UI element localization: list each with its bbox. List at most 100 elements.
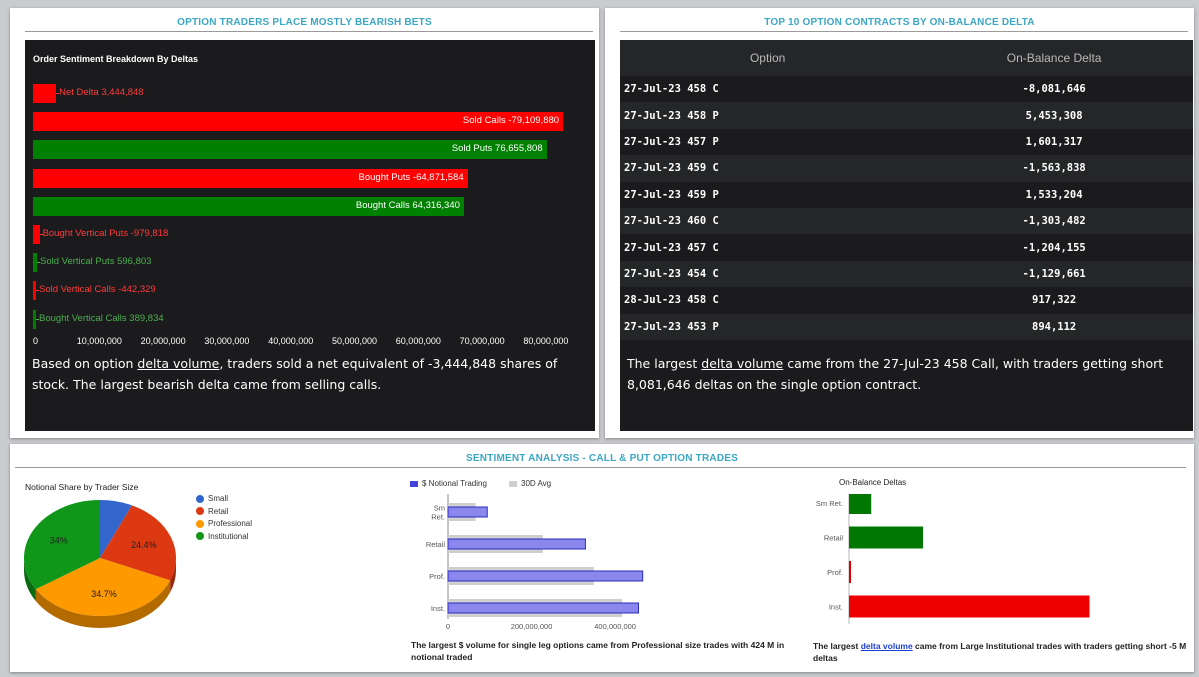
- table-row[interactable]: 27-Jul-23 459 P 1,533,204: [620, 181, 1193, 208]
- x-tick-label: 30,000,000: [204, 336, 250, 346]
- pie-slice[interactable]: [100, 505, 176, 581]
- pie-slice-label: 34.7%: [91, 589, 117, 599]
- chart-caption: Based on option delta volume, traders so…: [32, 353, 587, 395]
- legend-dot: [196, 532, 204, 541]
- panel-title: SENTIMENT ANALYSIS - CALL & PUT OPTION T…: [466, 453, 738, 464]
- legend-label: Small: [208, 494, 229, 503]
- pie-slice-side: [24, 558, 36, 602]
- bar[interactable]: [33, 253, 37, 273]
- table-row[interactable]: 28-Jul-23 458 C 917,322: [620, 287, 1193, 314]
- table-row[interactable]: 27-Jul-23 457 P 1,601,317: [620, 128, 1193, 156]
- footer-text: came from Large Institutional trades wit…: [813, 641, 1187, 663]
- bar-notional[interactable]: [447, 570, 644, 582]
- bar[interactable]: [33, 112, 564, 132]
- footer-text: The largest: [813, 641, 861, 651]
- x-tick-label: 0: [33, 336, 39, 346]
- cell-delta: 5,453,308: [915, 102, 1193, 129]
- cell-delta: -1,303,482: [915, 207, 1193, 235]
- bar-notional[interactable]: [447, 602, 640, 614]
- category-label: Ret.: [431, 513, 445, 522]
- category-label: Retail: [426, 540, 446, 549]
- table-row[interactable]: 27-Jul-23 454 C -1,129,661: [620, 260, 1193, 288]
- x-tick-label: 20,000,000: [140, 336, 186, 346]
- delta-volume-link[interactable]: delta volume: [860, 641, 913, 651]
- legend-label: Institutional: [208, 531, 249, 541]
- table-row[interactable]: 27-Jul-23 458 P 5,453,308: [620, 102, 1193, 129]
- bar[interactable]: [33, 281, 36, 301]
- bar-label: Sold Puts 76,655,808: [451, 143, 543, 155]
- obd-title: On-Balance Deltas: [839, 478, 907, 487]
- legend-swatch: [410, 480, 418, 487]
- delta-volume-link[interactable]: delta volume: [701, 356, 784, 371]
- obd-bar[interactable]: [849, 595, 1090, 618]
- title-divider: [25, 31, 593, 32]
- table-row[interactable]: 27-Jul-23 457 C -1,204,155: [620, 234, 1193, 261]
- table-row[interactable]: 27-Jul-23 460 C -1,303,482: [620, 207, 1193, 235]
- table-row[interactable]: 27-Jul-23 458 C -8,081,646: [620, 76, 1193, 103]
- cell-option: 27-Jul-23 460 C: [620, 207, 916, 235]
- pie-slice[interactable]: [100, 500, 132, 558]
- bar-row: Sold Vertical Calls -442,329: [33, 281, 593, 301]
- delta-volume-link[interactable]: delta volume: [137, 356, 220, 371]
- legend-30d-avg: 30D Avg: [509, 479, 551, 488]
- cell-option: 27-Jul-23 458 P: [620, 102, 916, 129]
- caption-text: Based on option: [32, 356, 138, 371]
- x-tick-label: 200,000,000: [511, 622, 553, 631]
- pie-slice-label: 24.4%: [131, 540, 157, 550]
- legend-dot: [196, 494, 204, 503]
- panel-title: OPTION TRADERS PLACE MOSTLY BEARISH BETS: [177, 17, 432, 28]
- notional-footer: The largest $ volume for single leg opti…: [411, 640, 785, 662]
- x-tick-label: 80,000,000: [523, 336, 569, 346]
- column-header-delta[interactable]: On-Balance Delta: [915, 40, 1193, 76]
- x-tick-label: 50,000,000: [332, 336, 378, 346]
- bar-label: Sold Vertical Calls -442,329: [39, 284, 156, 296]
- cell-delta: -8,081,646: [915, 76, 1193, 103]
- legend-label: Retail: [208, 506, 229, 516]
- bar-label: Sold Calls -79,109,880: [462, 115, 560, 127]
- legend-item: Retail: [196, 507, 228, 516]
- pie-slice-side: [170, 558, 176, 593]
- category-label: Sm Ret.: [816, 499, 843, 508]
- bar[interactable]: [33, 168, 468, 188]
- bar[interactable]: [33, 196, 464, 216]
- cell-option: 27-Jul-23 458 C: [620, 76, 916, 103]
- bar[interactable]: [33, 309, 36, 329]
- x-tick-label: 60,000,000: [395, 336, 441, 346]
- legend-item: Professional: [196, 519, 252, 528]
- bar-row: Bought Vertical Puts -979,818: [33, 225, 593, 244]
- panel-sentiment-analysis: SENTIMENT ANALYSIS - CALL & PUT OPTION T…: [10, 444, 1194, 672]
- pie-slice[interactable]: [35, 558, 171, 616]
- obd-bar[interactable]: [849, 526, 923, 549]
- bar-label: Bought Calls 64,316,340: [355, 199, 460, 211]
- legend-dot: [196, 519, 204, 528]
- panel-title: TOP 10 OPTION CONTRACTS BY ON-BALANCE DE…: [764, 17, 1035, 28]
- legend-item: Small: [196, 494, 228, 503]
- obd-bar[interactable]: [849, 561, 851, 583]
- cell-option: 28-Jul-23 458 C: [620, 287, 916, 314]
- bar-row: Bought Puts -64,871,584: [33, 168, 593, 188]
- legend-label: Professional: [208, 519, 253, 528]
- cell-delta: 917,322: [915, 287, 1193, 314]
- pie-slice[interactable]: [23, 500, 100, 590]
- x-tick-label: 40,000,000: [268, 336, 314, 346]
- bar[interactable]: [33, 225, 40, 244]
- table-row[interactable]: 27-Jul-23 453 P 894,112: [620, 313, 1193, 340]
- bar-row: Sold Calls -79,109,880: [33, 112, 593, 132]
- bar-row: Net Delta 3,444,848: [33, 84, 593, 103]
- column-header-option[interactable]: Option: [620, 40, 916, 76]
- bar-label: Sold Vertical Puts 596,803: [39, 256, 152, 268]
- bar-label: Bought Puts -64,871,584: [358, 171, 464, 183]
- cell-delta: -1,204,155: [915, 234, 1193, 261]
- bar[interactable]: [33, 140, 547, 160]
- bar-notional[interactable]: [447, 506, 488, 518]
- bar-row: Bought Calls 64,316,340: [33, 196, 593, 216]
- bar[interactable]: [33, 84, 57, 103]
- obd-footer: The largest delta volume came from Large…: [813, 640, 1188, 664]
- obd-bar[interactable]: [849, 494, 872, 514]
- chart-area: Order Sentiment Breakdown By Deltas Net …: [25, 40, 595, 431]
- bar-label: Bought Vertical Calls 389,834: [39, 312, 164, 324]
- table-row[interactable]: 27-Jul-23 459 C -1,563,838: [620, 155, 1193, 182]
- bar-notional[interactable]: [447, 538, 586, 550]
- legend-label: 30D Avg: [521, 479, 552, 488]
